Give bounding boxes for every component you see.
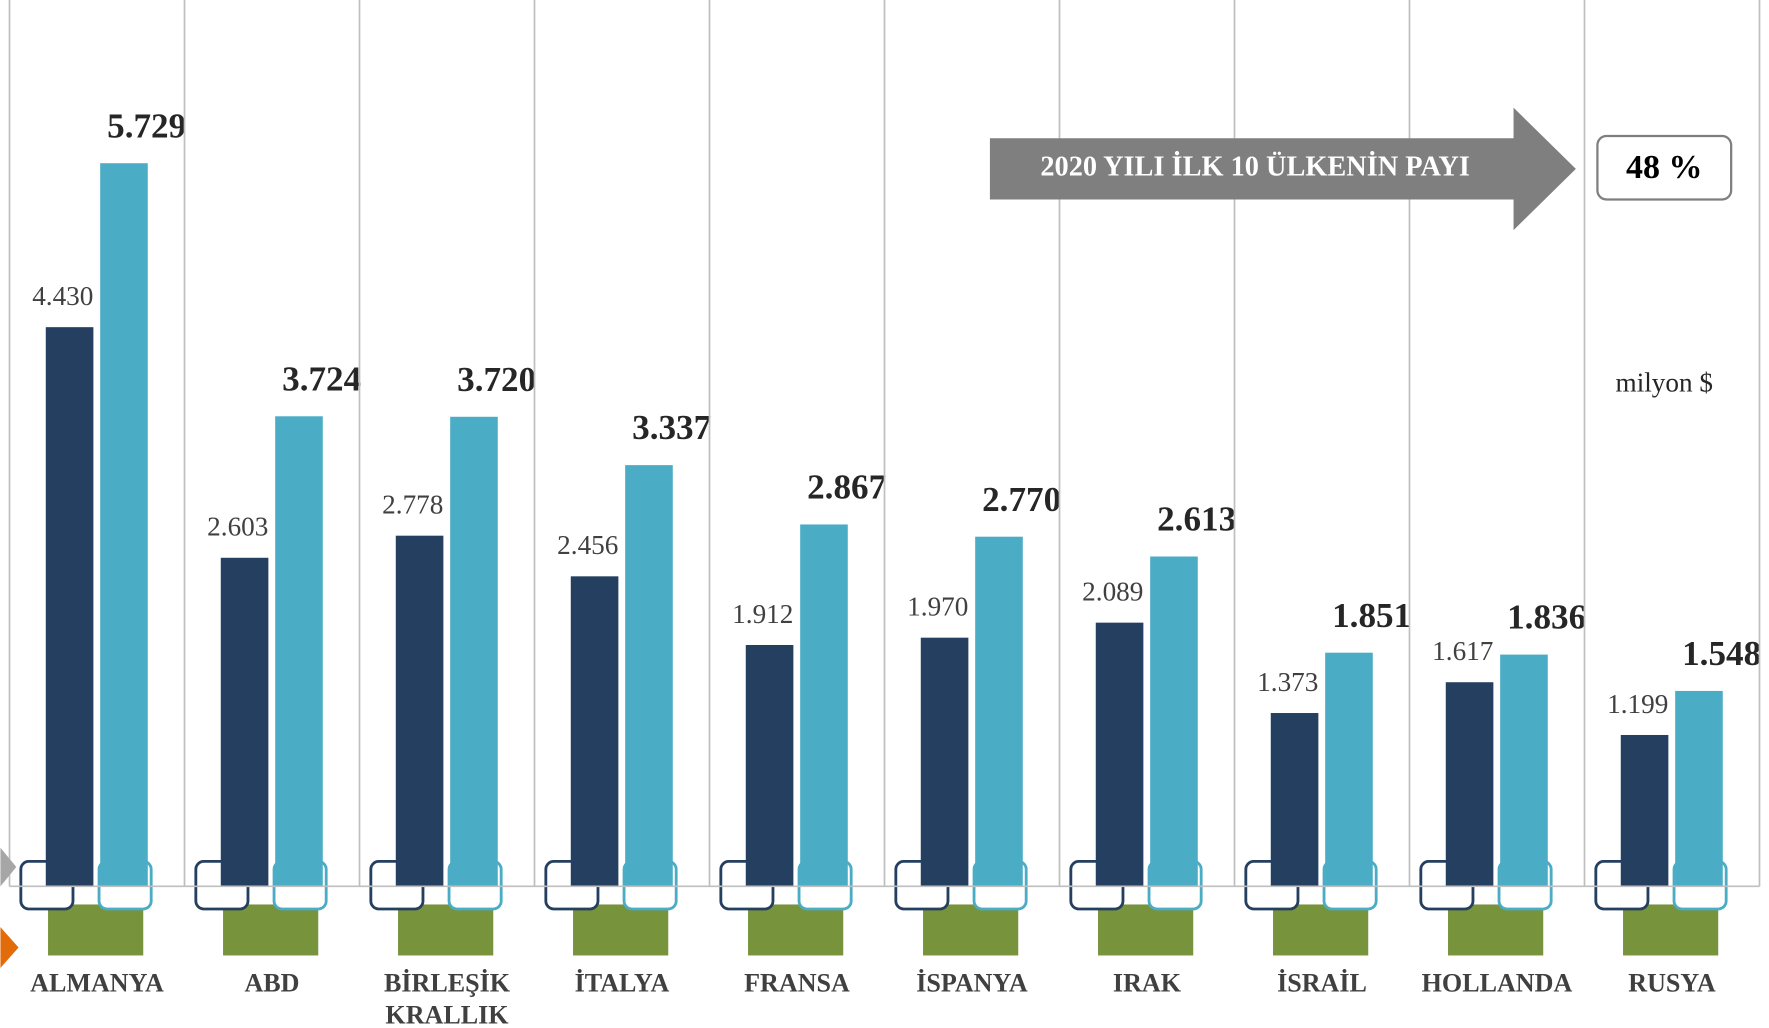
- share-value: 48 %: [1626, 149, 1703, 186]
- value-label: 1.912: [732, 599, 793, 629]
- value-label: 1.970: [907, 592, 968, 622]
- change-box: [1098, 904, 1194, 956]
- bar: [1270, 713, 1319, 887]
- bar: [1500, 654, 1548, 887]
- category-box: İSRAİL: [1277, 969, 1367, 998]
- category-box: FRANSA: [744, 969, 850, 998]
- bar: [1095, 622, 1144, 887]
- value-label: 1.851: [1332, 596, 1411, 635]
- bar: [1325, 652, 1373, 887]
- value-label: 2.603: [207, 512, 268, 542]
- x-tick-label: HOLLANDA: [1421, 969, 1573, 998]
- value-label: 2.778: [382, 490, 443, 520]
- change-box: [1448, 904, 1544, 956]
- change-box: [1273, 904, 1369, 956]
- bar: [1675, 690, 1723, 887]
- x-tick-label: IRAK: [1112, 969, 1182, 998]
- decor: [0, 927, 19, 968]
- decor: [0, 847, 17, 887]
- bar: [1150, 556, 1198, 887]
- arrow: [989, 107, 1576, 231]
- change-box: [573, 904, 669, 956]
- category-box: ALMANYA: [30, 969, 164, 998]
- bar: [275, 416, 323, 887]
- x-tick-label: ABD: [244, 969, 300, 998]
- change-box: [1623, 904, 1719, 956]
- value-label: 1.836: [1507, 598, 1586, 637]
- x-tick-label: RUSYA: [1628, 969, 1716, 998]
- change-box: [398, 904, 494, 956]
- x-tick-label: İSPANYA: [916, 969, 1028, 998]
- x-tick-label: İSRAİL: [1277, 969, 1367, 998]
- x-tick-label: FRANSA: [744, 969, 850, 998]
- change-box: [923, 904, 1019, 956]
- value-label: 2.456: [557, 530, 618, 560]
- value-label: 1.548: [1682, 634, 1761, 673]
- value-label: 1.617: [1432, 636, 1493, 666]
- value-label: 2.613: [1157, 500, 1236, 539]
- value-label: 1.373: [1257, 667, 1318, 697]
- x-tick-label: İTALYA: [574, 969, 670, 998]
- bar: [45, 327, 94, 887]
- category-box: IRAK: [1112, 969, 1182, 998]
- bar: [220, 557, 269, 887]
- category-box: BİRLEŞİK KRALLIK: [383, 969, 511, 1028]
- unit-label: milyon $: [1616, 368, 1713, 398]
- category-box: İTALYA: [574, 969, 670, 998]
- share-box: [1596, 134, 1733, 201]
- bar: [975, 536, 1023, 887]
- category-box: RUSYA: [1628, 969, 1716, 998]
- bar: [1620, 734, 1669, 887]
- value-label: 3.720: [457, 360, 536, 399]
- x-tick-label: ALMANYA: [30, 969, 164, 998]
- value-label: 5.729: [107, 106, 186, 145]
- bar: [1445, 682, 1494, 887]
- value-label: 3.724: [282, 359, 361, 398]
- category-box: HOLLANDA: [1421, 969, 1573, 998]
- bar: [450, 416, 498, 887]
- bar: [800, 524, 848, 887]
- x-tick-label: BİRLEŞİK KRALLIK: [383, 969, 511, 1028]
- category-box: ABD: [244, 969, 300, 998]
- value-label: 3.337: [632, 408, 711, 447]
- change-box: [223, 904, 319, 956]
- bar: [745, 644, 794, 887]
- change-box: [748, 904, 844, 956]
- bar: [100, 163, 148, 887]
- value-label: 1.199: [1607, 689, 1668, 719]
- bar: [625, 465, 673, 887]
- bar: [920, 637, 969, 887]
- share-text: 2020 YILI İLK 10 ÜLKENİN PAYI: [1040, 151, 1469, 182]
- value-label: 2.770: [982, 480, 1061, 519]
- value-label: 2.089: [1082, 577, 1143, 607]
- change-box: [48, 904, 144, 956]
- value-label: 4.430: [32, 281, 93, 311]
- bar: [395, 535, 444, 887]
- category-box: İSPANYA: [916, 969, 1028, 998]
- value-label: 2.867: [807, 468, 886, 507]
- bar: [570, 576, 619, 887]
